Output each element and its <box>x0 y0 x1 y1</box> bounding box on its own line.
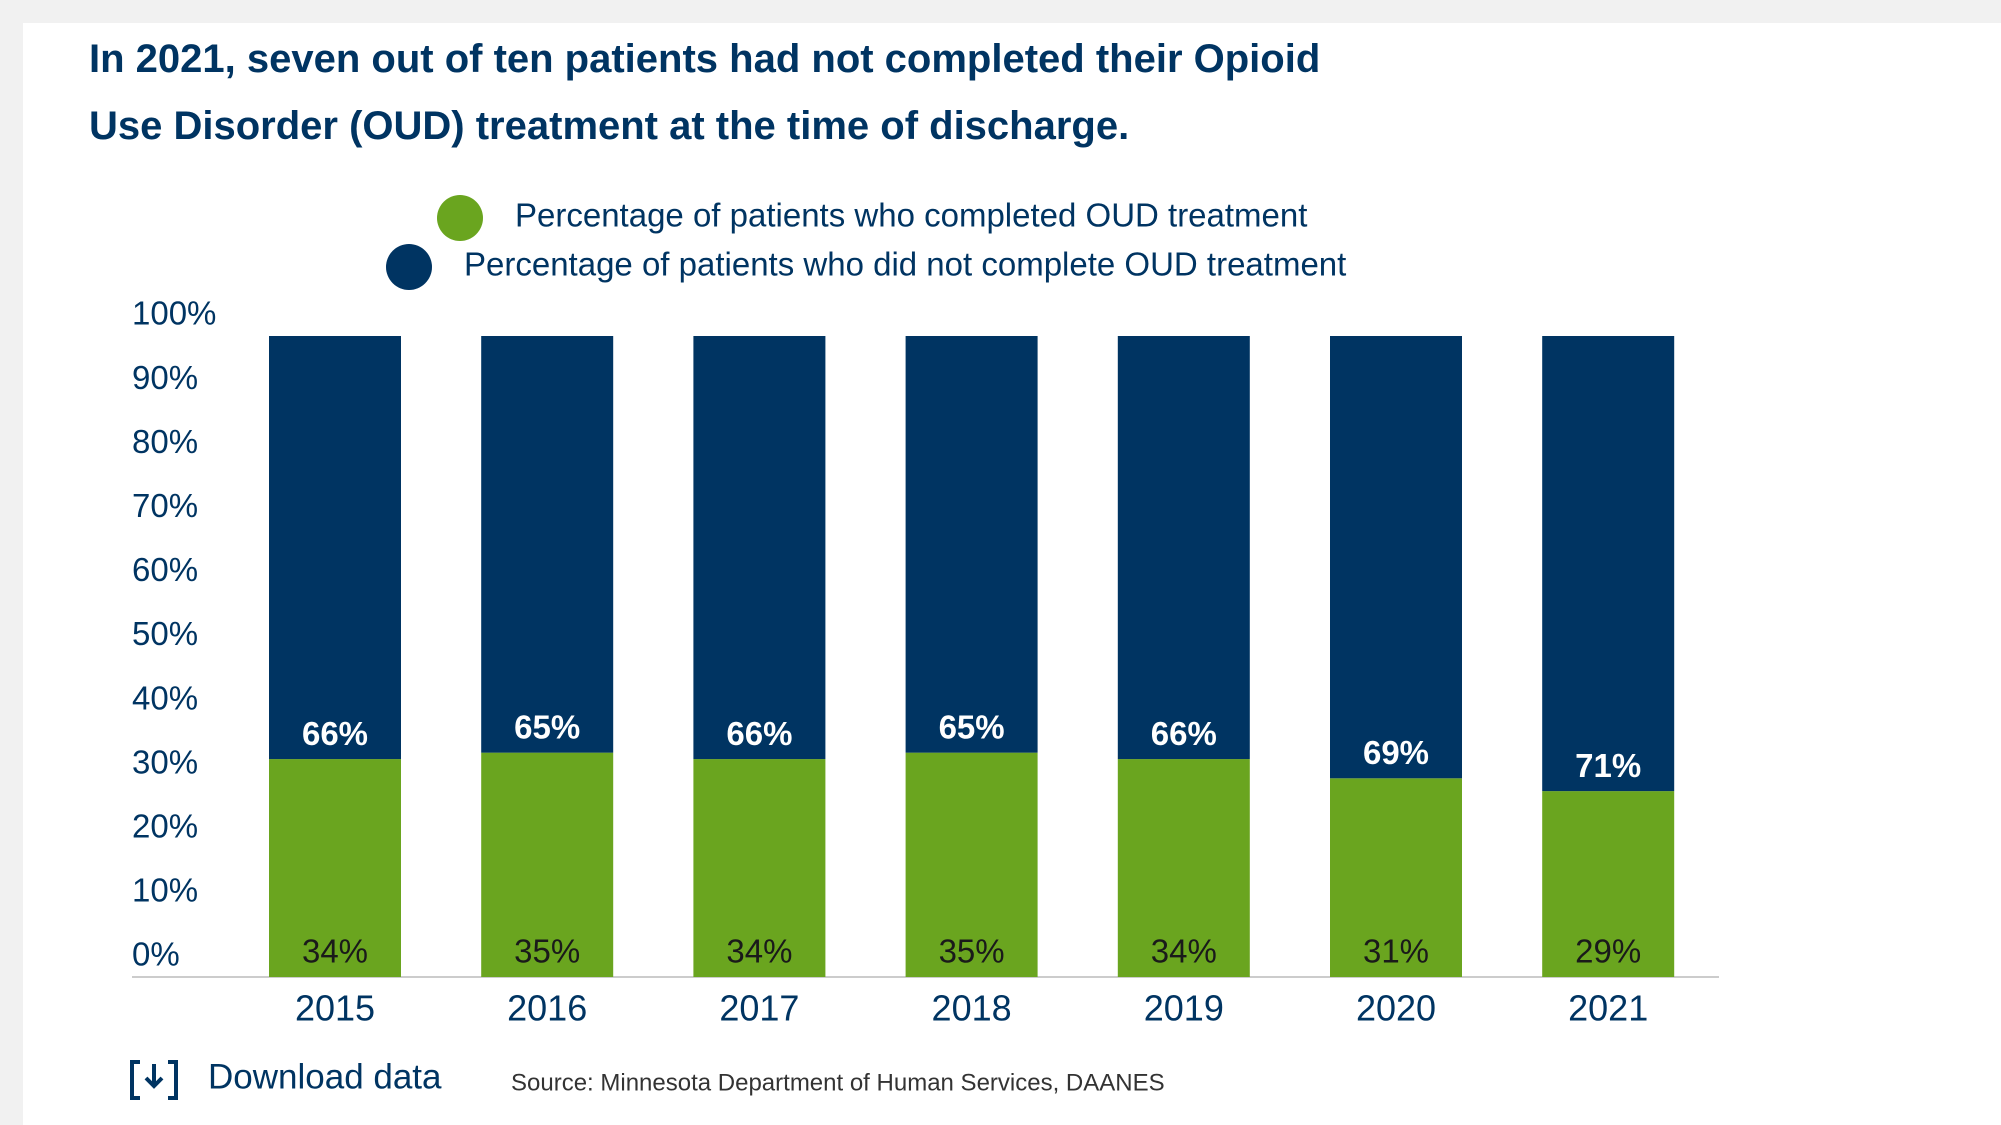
download-icon <box>130 1060 178 1100</box>
data-label: 34% <box>726 933 792 970</box>
legend-swatch <box>437 195 483 241</box>
x-tick-label: 2019 <box>1144 988 1224 1029</box>
y-tick-label: 60% <box>132 551 198 588</box>
data-label: 35% <box>514 933 580 970</box>
data-label: 34% <box>1151 933 1217 970</box>
data-label: 66% <box>1151 715 1217 752</box>
bar-segment <box>693 336 826 760</box>
y-tick-label: 10% <box>132 872 198 909</box>
bar-segment <box>1330 778 1462 977</box>
bar-segment <box>269 336 401 760</box>
legend-label: Percentage of patients who completed OUD… <box>515 197 1307 234</box>
data-label: 65% <box>514 708 580 745</box>
data-label: 66% <box>726 715 792 752</box>
y-tick-label: 40% <box>132 679 198 716</box>
x-tick-label: 2018 <box>932 988 1012 1029</box>
x-tick-label: 2020 <box>1356 988 1436 1029</box>
bar-segment <box>1117 336 1250 760</box>
data-label: 29% <box>1575 933 1641 970</box>
data-label: 71% <box>1575 747 1641 784</box>
bar-segment <box>1542 336 1675 792</box>
y-tick-label: 30% <box>132 743 198 780</box>
legend-label: Percentage of patients who did not compl… <box>464 246 1346 283</box>
download-text[interactable]: Download data <box>208 1057 442 1096</box>
data-label: 31% <box>1363 933 1429 970</box>
y-tick-label: 20% <box>132 808 198 845</box>
x-tick-label: 2021 <box>1568 988 1648 1029</box>
bar-segment <box>1330 336 1462 779</box>
data-label: 66% <box>302 715 368 752</box>
bar-segment <box>1542 791 1675 977</box>
bar-segment <box>905 336 1038 753</box>
y-tick-label: 70% <box>132 487 198 524</box>
source: Source: Minnesota Department of Human Se… <box>511 1069 1165 1096</box>
x-tick-label: 2017 <box>719 988 799 1029</box>
data-label: 65% <box>939 708 1005 745</box>
bar-segment <box>269 759 401 977</box>
bar-segment <box>481 336 614 753</box>
x-tick-label: 2015 <box>295 988 375 1029</box>
y-tick-label: 80% <box>132 423 198 460</box>
data-label: 35% <box>939 933 1005 970</box>
legend-swatch <box>386 244 432 290</box>
download-icon <box>144 1064 164 1089</box>
x-tick-label: 2016 <box>507 988 587 1029</box>
y-tick-label: 50% <box>132 615 198 652</box>
bar-segment <box>905 752 1038 977</box>
bar-segment <box>1117 759 1250 977</box>
download-link[interactable]: Download data <box>130 1057 442 1100</box>
data-label: 69% <box>1363 734 1429 771</box>
y-tick-label: 100% <box>132 295 216 332</box>
chart-title-line: In 2021, seven out of ten patients had n… <box>89 37 1320 148</box>
bar-segment <box>481 752 614 977</box>
y-tick-label: 0% <box>132 936 180 973</box>
bar-segment <box>693 759 826 977</box>
data-label: 34% <box>302 933 368 970</box>
y-tick-label: 90% <box>132 359 198 396</box>
